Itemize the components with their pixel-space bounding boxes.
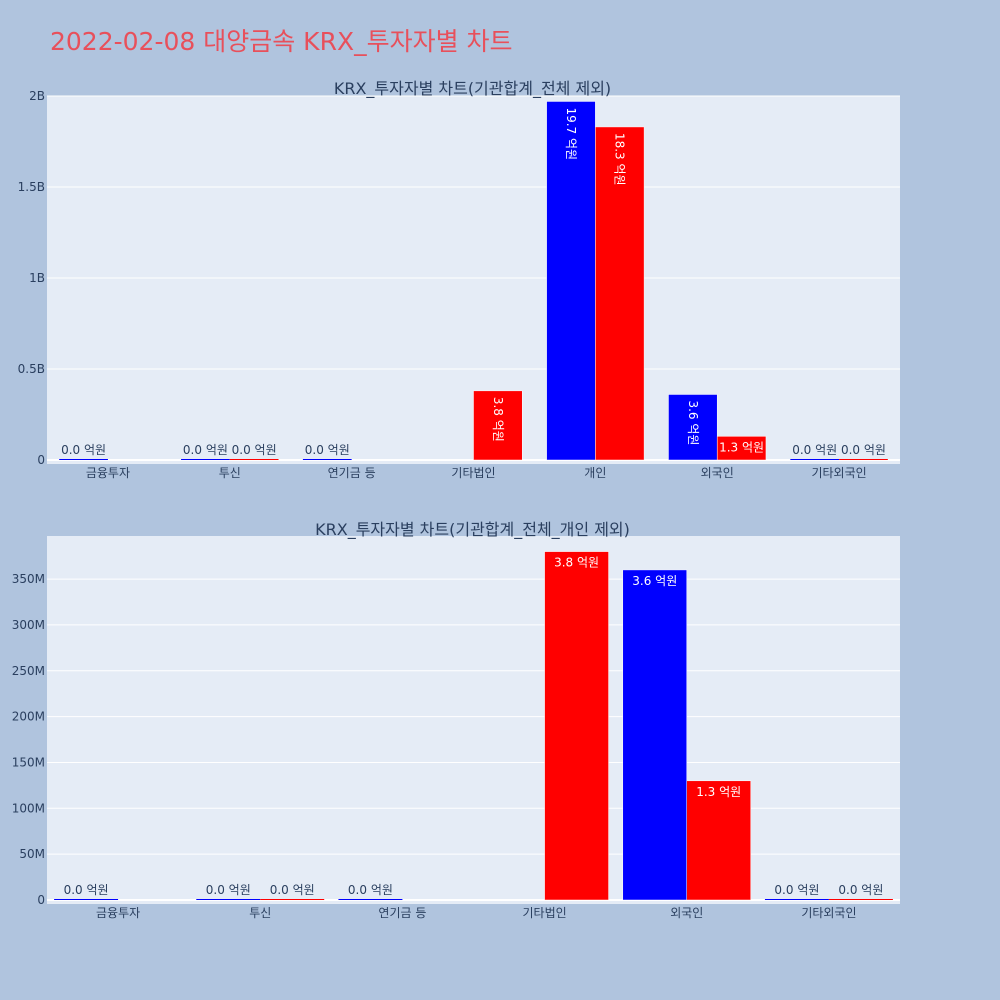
- x-tick-label: 외국인: [670, 906, 703, 920]
- x-tick-label: 금융투자: [86, 466, 130, 480]
- x-tick-label: 외국인: [701, 466, 734, 480]
- x-tick-label: 기타외국인: [801, 906, 856, 920]
- subplot-title: KRX_투자자별 차트(기관합계_전체 제외): [334, 79, 611, 99]
- data-label: 0.0 억원: [232, 443, 277, 457]
- bar: [716, 436, 767, 461]
- bar: [595, 126, 645, 461]
- bar: [181, 459, 230, 460]
- data-label: 1.3 억원: [696, 785, 741, 799]
- y-tick-label: 200M: [12, 710, 45, 724]
- plot-area: [47, 536, 900, 904]
- data-label: 0.0 억원: [838, 883, 883, 897]
- bar: [839, 459, 888, 460]
- data-label: 0.0 억원: [841, 443, 886, 457]
- data-label: 0.0 억원: [774, 883, 819, 897]
- y-tick-label: 150M: [12, 755, 45, 769]
- bar: [59, 459, 108, 460]
- subplot-title: KRX_투자자별 차트(기관합계_전체_개인 제외): [315, 520, 630, 540]
- bar: [260, 899, 325, 900]
- data-label: 0.0 억원: [206, 883, 251, 897]
- bar: [546, 101, 596, 461]
- subplot-1: 0 0.5B 1B 1.5B 2B KRX_투자자별 차트(기관합계_전체 제외) 금융투자…: [18, 79, 900, 480]
- y-tick-label: 2B: [29, 89, 45, 103]
- bar: [828, 899, 893, 900]
- bar: [302, 459, 352, 460]
- y-tick-label: 1.5B: [18, 180, 45, 194]
- bar: [338, 899, 403, 900]
- data-label: 0.0 억원: [64, 883, 109, 897]
- y-tick-label: 1B: [29, 271, 45, 285]
- bar: [686, 780, 751, 901]
- y-tick-label: 250M: [12, 664, 45, 678]
- bar: [473, 390, 523, 461]
- main-title: 2022-02-08 대양금속 KRX_투자자별 차트: [50, 27, 513, 56]
- bar: [764, 899, 829, 900]
- y-tick-label: 350M: [12, 572, 45, 586]
- data-label: 0.0 억원: [348, 883, 393, 897]
- bar: [544, 551, 609, 901]
- data-label: 0.0 억원: [183, 443, 228, 457]
- data-label: 3.6 억원: [632, 574, 677, 588]
- x-tick-label: 기타법인: [451, 466, 495, 480]
- x-tick-label: 투신: [249, 906, 271, 920]
- x-tick-label: 개인: [584, 466, 606, 480]
- bar: [54, 899, 119, 900]
- bar: [668, 394, 718, 461]
- y-tick-label: 50M: [19, 847, 45, 861]
- x-tick-label: 기타외국인: [811, 466, 866, 480]
- y-tick-label: 0.5B: [18, 362, 45, 376]
- y-tick-label: 100M: [12, 801, 45, 815]
- bar: [622, 569, 688, 901]
- y-tick-label: 0: [37, 453, 45, 467]
- data-label: 0.0 억원: [270, 883, 315, 897]
- x-tick-label: 기타법인: [522, 906, 566, 920]
- x-tick-label: 연기금 등: [378, 906, 426, 920]
- bar: [196, 899, 261, 900]
- data-label: 0.0 억원: [792, 443, 837, 457]
- bar: [229, 459, 279, 460]
- data-label: 3.8 억원: [491, 397, 505, 442]
- x-tick-label: 연기금 등: [328, 466, 376, 480]
- x-tick-label: 투신: [219, 466, 241, 480]
- data-label: 1.3 억원: [719, 440, 764, 454]
- data-label: 0.0 억원: [61, 443, 106, 457]
- subplot-2: 0 50M 100M 150M 200M 250M 300M 350M KRX_투자자별 차트(…: [12, 520, 900, 920]
- data-label: 0.0 억원: [305, 443, 350, 457]
- bar: [790, 459, 840, 460]
- y-tick-label: 0: [37, 893, 45, 907]
- x-tick-label: 금융투자: [96, 906, 140, 920]
- data-label: 3.8 억원: [554, 556, 599, 570]
- data-label: 18.3 억원: [613, 133, 627, 186]
- data-label: 3.6 억원: [686, 400, 700, 445]
- data-label: 19.7 억원: [564, 107, 578, 160]
- y-tick-label: 300M: [12, 618, 45, 632]
